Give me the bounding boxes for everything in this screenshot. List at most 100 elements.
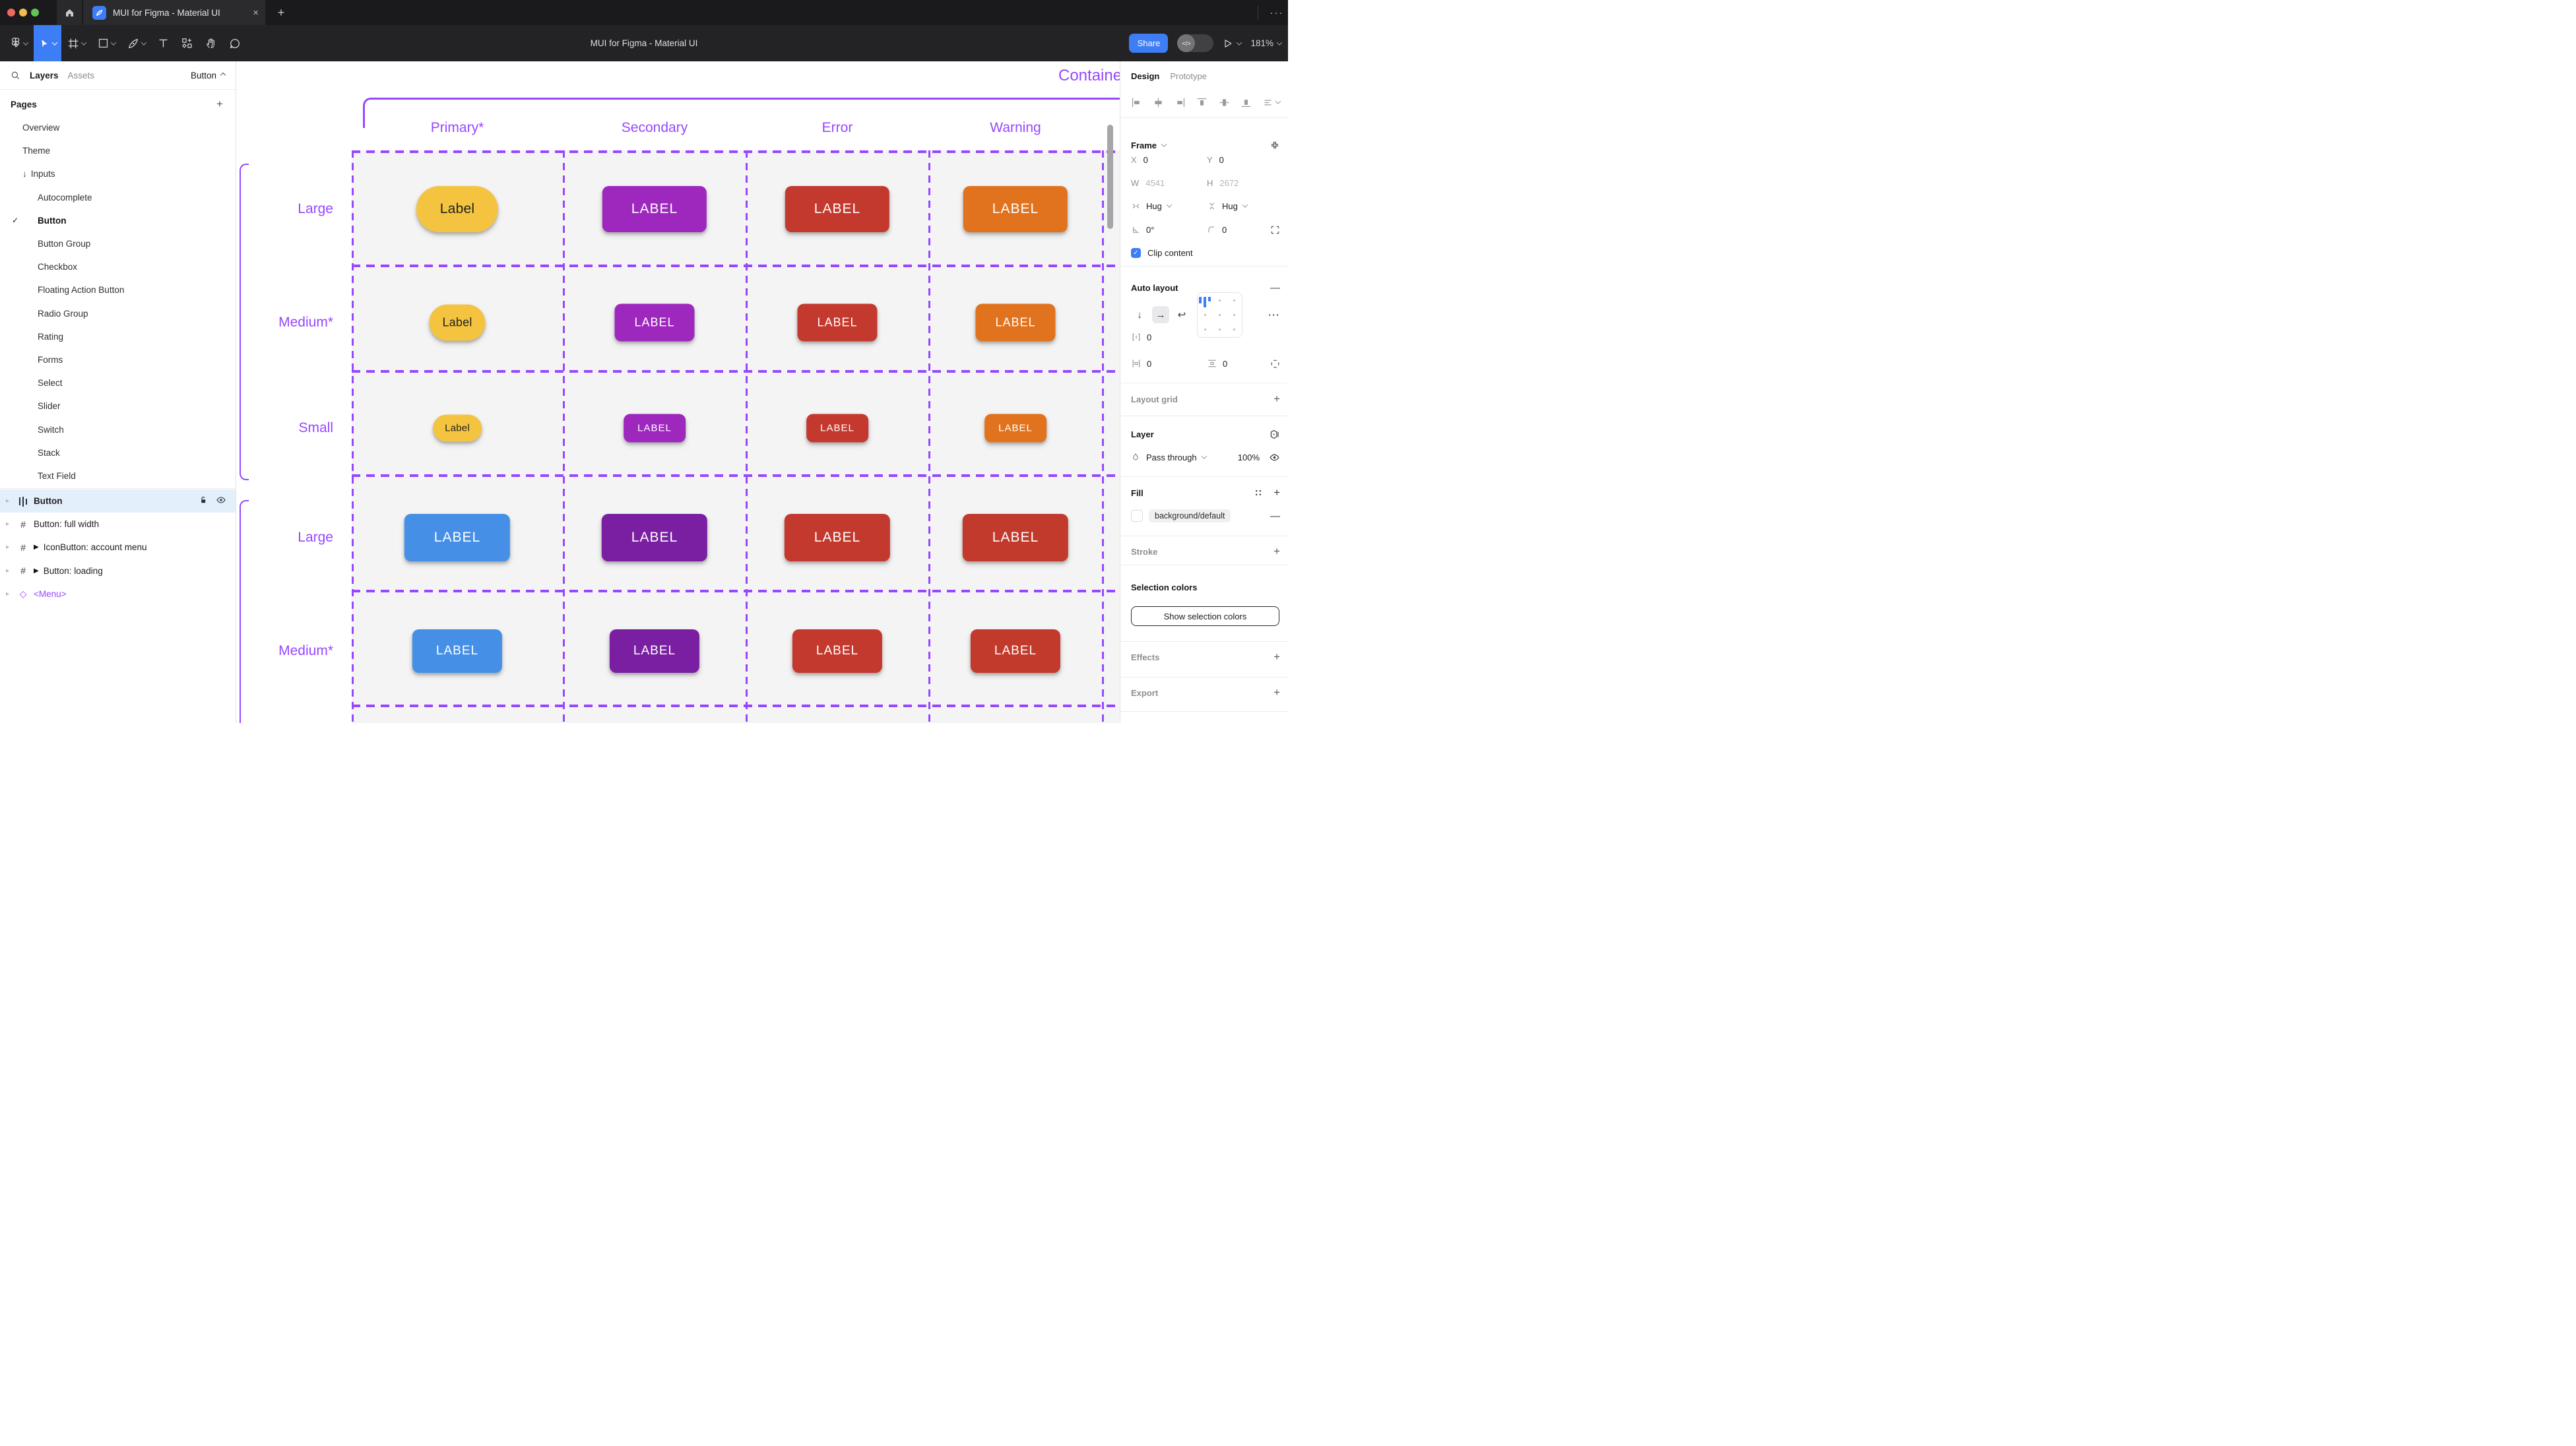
contained-section-title[interactable]: Contained	[1058, 67, 1120, 84]
sidebar-page-item[interactable]: Radio Group	[0, 302, 236, 325]
maximize-window-button[interactable]	[31, 9, 39, 16]
close-window-button[interactable]	[7, 9, 15, 16]
auto-layout-vertical-button[interactable]: ↓	[1137, 309, 1142, 321]
text-tool-button[interactable]	[152, 25, 175, 61]
resize-to-fit-icon[interactable]	[1270, 140, 1280, 150]
canvas-button-component[interactable]: LABEL	[975, 303, 1056, 342]
align-h-center-icon[interactable]	[1153, 97, 1164, 108]
sidebar-page-item[interactable]: Select	[0, 371, 236, 394]
shape-tool-button[interactable]	[92, 25, 121, 61]
chevron-right-icon[interactable]: ▸	[6, 520, 10, 528]
present-button[interactable]	[1223, 38, 1242, 49]
sidebar-page-item[interactable]: Stack	[0, 441, 236, 464]
zoom-menu[interactable]: 181%	[1250, 38, 1283, 48]
sidebar-page-item[interactable]: Slider	[0, 394, 236, 418]
auto-layout-horizontal-button[interactable]: →	[1152, 306, 1169, 323]
hug-horizontal-value[interactable]: Hug	[1146, 201, 1162, 211]
align-left-icon[interactable]	[1131, 97, 1142, 108]
sidebar-page-item[interactable]: Theme	[0, 139, 236, 162]
chevron-right-icon[interactable]: ▸	[6, 497, 10, 505]
tab-layers[interactable]: Layers	[30, 70, 59, 80]
align-top-icon[interactable]	[1196, 97, 1208, 108]
add-export-button[interactable]: +	[1273, 686, 1280, 699]
sidebar-page-item[interactable]: ✓ Button	[0, 209, 236, 232]
horizontal-padding-value[interactable]: 0	[1147, 358, 1152, 369]
visibility-eye-icon[interactable]	[216, 495, 226, 507]
move-tool-button[interactable]	[34, 25, 61, 61]
gap-value[interactable]: 0	[1147, 332, 1152, 342]
sidebar-page-item[interactable]: Forms	[0, 348, 236, 371]
layer-row[interactable]: ▸ # Button: full width	[0, 513, 236, 536]
canvas-button-component[interactable]: LABEL	[601, 514, 708, 561]
align-v-center-icon[interactable]	[1219, 97, 1230, 108]
sidebar-page-item[interactable]: Switch	[0, 418, 236, 441]
tab-prototype[interactable]: Prototype	[1170, 71, 1207, 81]
tab-close-icon[interactable]: ×	[253, 7, 259, 18]
canvas-button-component[interactable]: Label	[429, 304, 486, 341]
file-tab[interactable]: MUI for Figma - Material UI ×	[83, 0, 265, 25]
sidebar-page-item[interactable]: Button Group	[0, 232, 236, 255]
width-value[interactable]: 4541	[1145, 177, 1165, 188]
add-fill-button[interactable]: +	[1273, 486, 1280, 499]
fill-style-name[interactable]: background/default	[1149, 509, 1231, 522]
show-selection-colors-button[interactable]: Show selection colors	[1131, 606, 1279, 626]
canvas-button-component[interactable]: Label	[433, 414, 482, 442]
visibility-eye-icon[interactable]	[1269, 452, 1280, 463]
canvas[interactable]: Contained Primary*SecondaryErrorWarning …	[236, 61, 1120, 723]
search-icon[interactable]	[11, 71, 20, 80]
titlebar-more-button[interactable]: ···	[1270, 7, 1284, 18]
canvas-button-component[interactable]: LABEL	[963, 186, 1068, 232]
rotation-value[interactable]: 0°	[1146, 224, 1155, 235]
layer-row[interactable]: ▸ ◇ <Menu>	[0, 582, 236, 606]
auto-layout-more-button[interactable]: ···	[1268, 309, 1280, 320]
frame-section-title[interactable]: Frame	[1131, 140, 1157, 150]
canvas-button-component[interactable]: LABEL	[797, 303, 878, 342]
canvas-button-component[interactable]: LABEL	[806, 414, 868, 443]
canvas-button-component[interactable]: Label	[416, 186, 499, 232]
add-effect-button[interactable]: +	[1273, 650, 1280, 663]
x-value[interactable]: 0	[1143, 154, 1148, 165]
styles-icon[interactable]	[1254, 488, 1263, 497]
fill-color-swatch[interactable]	[1131, 510, 1143, 522]
sidebar-page-item[interactable]: Floating Action Button	[0, 278, 236, 301]
page-indicator[interactable]: Button	[191, 71, 226, 80]
sidebar-page-item[interactable]: Overview	[0, 116, 236, 139]
canvas-button-component[interactable]: LABEL	[609, 629, 700, 673]
tab-assets[interactable]: Assets	[67, 70, 95, 80]
canvas-button-component[interactable]: LABEL	[602, 186, 707, 232]
align-bottom-icon[interactable]	[1240, 97, 1252, 108]
chevron-right-icon[interactable]: ▸	[6, 590, 10, 598]
comment-tool-button[interactable]	[223, 25, 247, 61]
vertical-padding-value[interactable]: 0	[1223, 358, 1228, 369]
home-button[interactable]	[57, 0, 82, 25]
remove-fill-button[interactable]: —	[1270, 510, 1280, 522]
unlock-icon[interactable]	[199, 495, 208, 507]
independent-corners-icon[interactable]	[1270, 225, 1280, 235]
layer-row[interactable]: ▸ # ▶ Button: loading	[0, 559, 236, 582]
sidebar-page-item[interactable]: ↓ Inputs	[0, 162, 236, 185]
add-page-button[interactable]: +	[216, 98, 223, 110]
sidebar-page-item[interactable]: Checkbox	[0, 255, 236, 278]
canvas-button-component[interactable]: LABEL	[785, 186, 890, 232]
new-tab-button[interactable]: +	[277, 5, 285, 19]
minimize-window-button[interactable]	[19, 9, 27, 16]
corner-radius-value[interactable]: 0	[1222, 224, 1227, 235]
add-stroke-button[interactable]: +	[1273, 545, 1280, 557]
canvas-button-component[interactable]: LABEL	[614, 303, 695, 342]
dev-mode-toggle[interactable]: </>	[1177, 34, 1214, 52]
auto-layout-alignment-widget[interactable]	[1197, 292, 1242, 338]
actions-tool-button[interactable]	[175, 25, 199, 61]
share-button[interactable]: Share	[1129, 34, 1169, 53]
canvas-button-component[interactable]: LABEL	[792, 629, 883, 673]
canvas-button-component[interactable]: LABEL	[970, 629, 1061, 673]
height-value[interactable]: 2672	[1219, 177, 1239, 188]
chevron-right-icon[interactable]: ▸	[6, 544, 10, 551]
layer-row[interactable]: ▸ # ▶ IconButton: account menu	[0, 536, 236, 559]
y-value[interactable]: 0	[1219, 154, 1224, 165]
chevron-right-icon[interactable]: ▸	[6, 567, 10, 575]
sidebar-page-item[interactable]: Rating	[0, 325, 236, 348]
distribute-menu[interactable]	[1262, 97, 1281, 108]
layer-row[interactable]: ▸ Button	[0, 489, 236, 513]
remove-auto-layout-button[interactable]: —	[1270, 282, 1280, 294]
main-menu-button[interactable]	[4, 25, 34, 61]
